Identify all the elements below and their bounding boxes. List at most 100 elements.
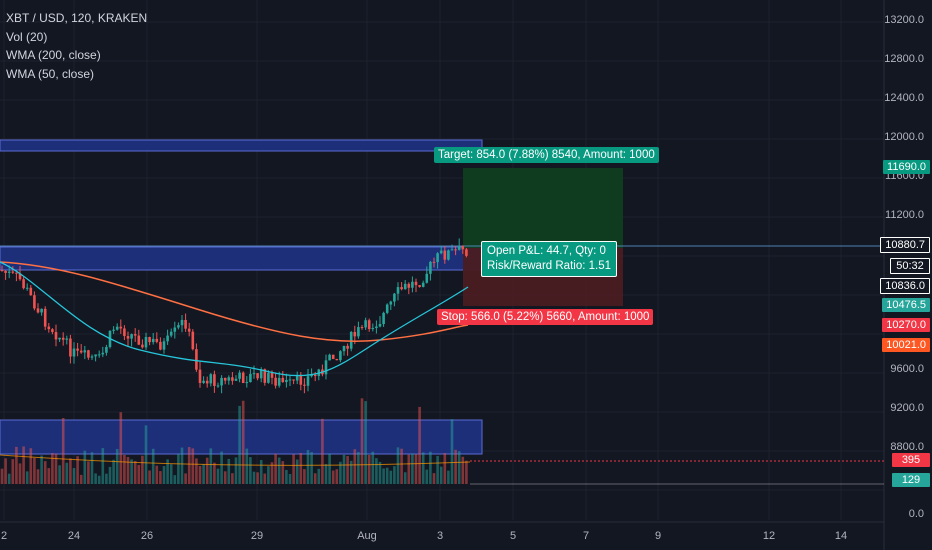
volume-bar (65, 462, 69, 484)
volume-bar (43, 461, 47, 484)
candle-body (101, 352, 105, 355)
candle-body (382, 312, 385, 325)
candle-body (144, 337, 148, 348)
volume-bar (461, 456, 465, 484)
volume-bar (407, 454, 411, 484)
candle-body (357, 327, 360, 337)
candle-body (465, 249, 468, 256)
volume-bar (25, 471, 29, 484)
candle-body (389, 301, 393, 305)
volume-bar (108, 466, 112, 484)
candle-body (195, 349, 198, 370)
candle-body (378, 324, 382, 327)
volume-bar (0, 468, 4, 484)
candle-body (51, 329, 54, 333)
volume-bar (166, 459, 169, 484)
volume-bar (112, 459, 115, 484)
x-tick: 14 (834, 530, 848, 542)
symbol-title[interactable]: XBT / USD, 120, KRAKEN (6, 11, 148, 25)
volume-bar (357, 452, 360, 484)
volume-bar (51, 453, 54, 484)
volume-bar (198, 465, 202, 484)
candle-body (245, 382, 249, 384)
volume-bar (360, 398, 364, 484)
candle-body (65, 338, 69, 340)
candle-body (213, 374, 216, 386)
volume-bar (400, 448, 403, 484)
candle-body (414, 281, 418, 286)
volume-bar (187, 447, 191, 484)
candle-body (328, 354, 331, 361)
volume-bar (76, 456, 79, 484)
candle-body (249, 373, 252, 383)
candle-body (259, 369, 263, 379)
volume-bar (389, 470, 393, 484)
indicator-volume[interactable]: Vol (20) (6, 29, 48, 44)
candle-body (461, 246, 465, 250)
candle-body (133, 334, 137, 336)
candle-body (306, 376, 310, 386)
candle-body (403, 283, 407, 290)
candle-body (353, 332, 357, 337)
pnl-info-box[interactable]: Open P&L: 44.7, Qty: 0 Risk/Reward Ratio… (481, 241, 617, 277)
candle-body (277, 377, 281, 386)
volume-bar (256, 472, 259, 484)
y-tick: 12000.0 (884, 131, 924, 143)
volume-bar (245, 448, 249, 484)
risk-reward-text: Risk/Reward Ratio: 1.51 (487, 260, 611, 272)
candle-body (79, 350, 83, 353)
volume-bar (97, 475, 101, 484)
wma-200-line (0, 261, 469, 342)
volume-bar (403, 472, 407, 484)
x-tick: 2 (0, 530, 8, 542)
x-tick: 29 (250, 530, 264, 542)
indicator-wma-200[interactable]: WMA (200, close) (6, 48, 101, 62)
volume-bar (241, 400, 245, 484)
volume-bar (375, 458, 378, 484)
volume-ma-curve (0, 454, 471, 466)
candle-body (252, 373, 256, 375)
candle-body (339, 351, 342, 361)
candle-body (130, 334, 133, 339)
volume-bar (195, 458, 198, 484)
volume-bar (439, 466, 443, 484)
volume-bar (285, 469, 288, 484)
candle-body (303, 384, 306, 386)
candle-body (400, 287, 403, 290)
volume-bar (90, 452, 94, 484)
candle-body (450, 249, 454, 251)
y-tick: 9200.0 (890, 402, 924, 414)
candle-body (177, 325, 180, 328)
volume-bar (213, 462, 216, 484)
candle-body (105, 347, 108, 353)
volume-bar (169, 464, 173, 484)
volume-bar (4, 458, 7, 484)
target-label[interactable]: Target: 854.0 (7.88%) 8540, Amount: 1000 (434, 147, 659, 163)
volume-bar (47, 468, 51, 484)
stop-label[interactable]: Stop: 566.0 (5.22%) 5660, Amount: 1000 (437, 309, 654, 325)
volume-bar (177, 454, 180, 484)
volume-bar (267, 466, 270, 484)
volume-bar (231, 473, 234, 484)
volume-bar (87, 461, 90, 484)
y-tick: 12400.0 (884, 92, 924, 104)
volume-bar (22, 446, 25, 484)
volume-bar (295, 459, 299, 484)
volume-bar (277, 457, 281, 484)
candle-body (371, 328, 375, 330)
volume-bar (202, 464, 205, 484)
candle-body (47, 326, 51, 330)
candle-body (151, 338, 155, 343)
candle-body (234, 378, 238, 381)
volume-bar (292, 454, 295, 484)
open-pnl-text: Open P&L: 44.7, Qty: 0 (487, 245, 606, 257)
volume-bar (342, 454, 346, 484)
candle-body (159, 341, 162, 350)
volume-bar (252, 471, 256, 484)
volume-bar (367, 454, 371, 484)
volume-bar (126, 456, 130, 484)
volume-bar (331, 470, 335, 484)
volume-bar (123, 454, 126, 484)
indicator-wma-50[interactable]: WMA (50, close) (6, 66, 95, 81)
